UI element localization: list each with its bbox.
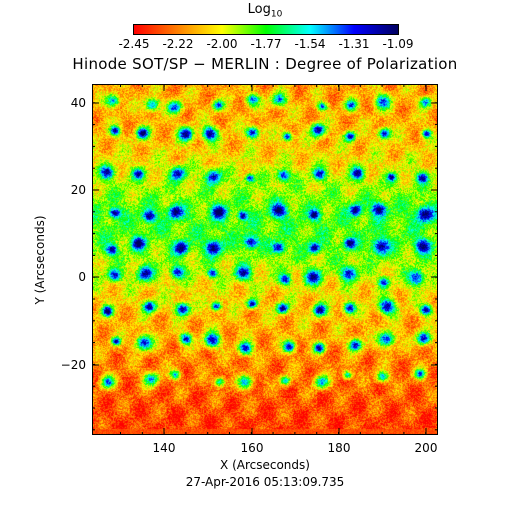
x-axis-label: X (Arcseconds) <box>220 458 310 472</box>
colorbar-label: Log10 <box>247 2 283 20</box>
colorbar-tick: -1.09 <box>382 37 414 51</box>
colorbar-tick: -1.54 <box>294 37 326 51</box>
colorbar-tick: -2.00 <box>206 37 238 51</box>
colorbar <box>133 24 399 35</box>
polarization-map <box>92 84 438 435</box>
x-tick-label: 200 <box>414 441 438 455</box>
colorbar-tick: -1.77 <box>250 37 282 51</box>
timestamp: 27-Apr-2016 05:13:09.735 <box>185 475 345 489</box>
y-tick-label: 0 <box>78 270 86 284</box>
y-axis-label: Y (Arcseconds) <box>33 215 47 305</box>
x-tick-label: 140 <box>152 441 176 455</box>
polarization-map-image <box>93 85 437 434</box>
colorbar-tick: -1.31 <box>338 37 370 51</box>
x-tick-label: 180 <box>327 441 351 455</box>
plot-title: Hinode SOT/SP − MERLIN : Degree of Polar… <box>72 55 458 73</box>
y-tick-label: 40 <box>70 96 86 110</box>
y-tick-label: 20 <box>70 183 86 197</box>
y-tick-label: −20 <box>60 358 86 372</box>
colorbar-tick: -2.45 <box>118 37 150 51</box>
x-tick-label: 160 <box>240 441 264 455</box>
colorbar-tick: -2.22 <box>162 37 194 51</box>
